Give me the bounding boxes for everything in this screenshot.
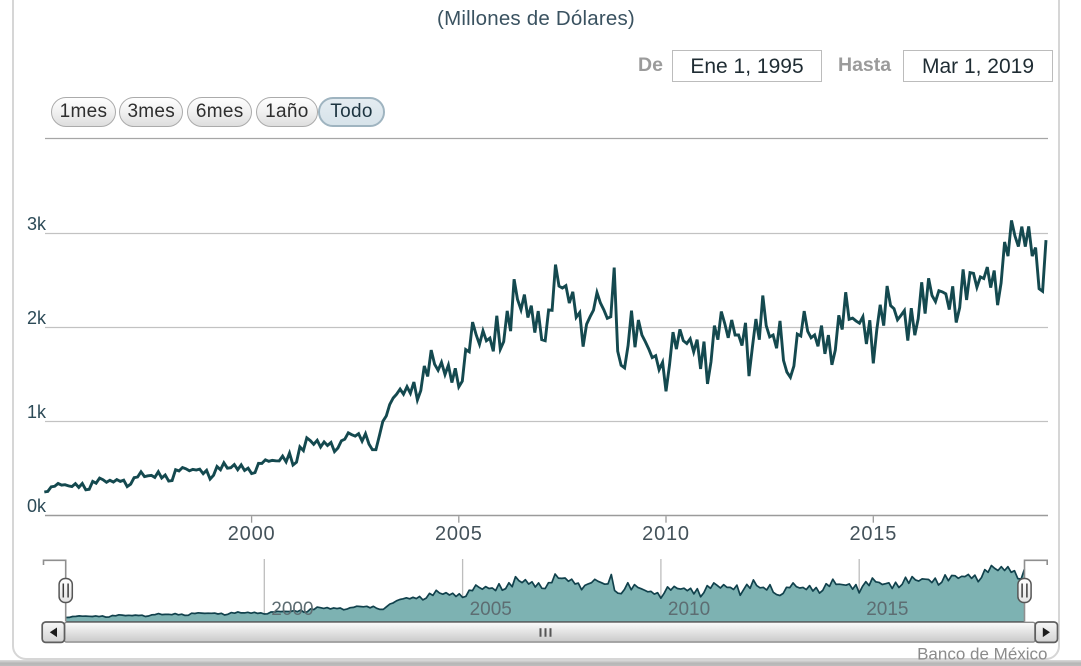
svg-text:2010: 2010 [642, 523, 690, 545]
svg-text:2015: 2015 [849, 523, 897, 545]
svg-text:2005: 2005 [435, 523, 483, 545]
svg-text:2010: 2010 [668, 599, 710, 620]
svg-text:Banco de México: Banco de México [917, 645, 1047, 664]
svg-text:3k: 3k [27, 214, 47, 234]
svg-text:2005: 2005 [470, 599, 512, 620]
svg-text:2000: 2000 [228, 523, 276, 545]
svg-text:2015: 2015 [866, 599, 908, 620]
svg-text:0k: 0k [27, 496, 47, 516]
svg-text:1k: 1k [27, 402, 47, 422]
svg-text:2000: 2000 [271, 599, 313, 620]
svg-text:2k: 2k [27, 308, 47, 328]
